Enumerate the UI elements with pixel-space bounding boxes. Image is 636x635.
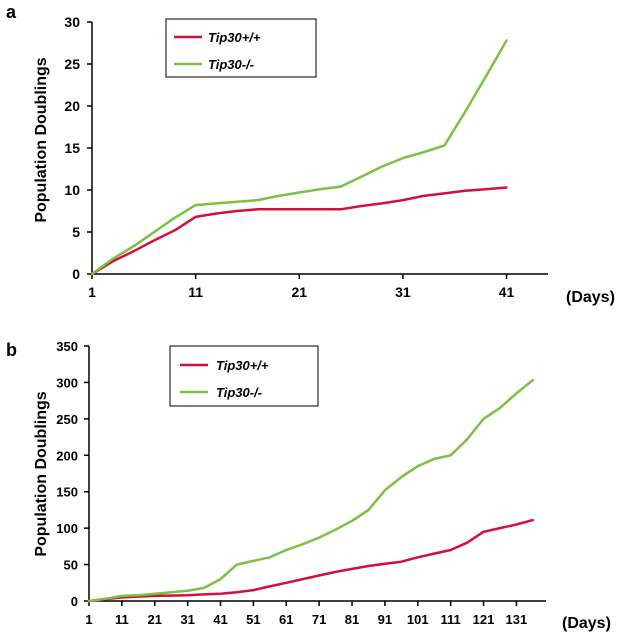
- x-tick-label: 101: [407, 612, 429, 627]
- x-tick-label: 1: [85, 612, 92, 627]
- legend-a: Tip30+/+ Tip30-/-: [165, 18, 317, 78]
- x-tick-label: 21: [148, 612, 162, 627]
- x-ticks-b: 1 11 21 31 41 51 61 71 81 91 101 111 121 131: [85, 601, 527, 627]
- x-tick-label: 1: [88, 284, 96, 300]
- y-tick-label: 30: [64, 14, 80, 30]
- x-ticks-a: 1 11 21 31 41: [88, 274, 515, 300]
- x-tick-label: 41: [499, 284, 515, 300]
- legend-label-knockout-a: Tip30-/-: [208, 57, 254, 72]
- y-tick-label: 0: [72, 266, 80, 282]
- y-tick-label: 150: [56, 485, 78, 500]
- panel-letter-a: a: [6, 2, 17, 22]
- x-tick-label: 31: [395, 284, 411, 300]
- y-tick-label: 350: [56, 339, 78, 354]
- y-ticks-a: 0 5 10 15 20 25 30: [64, 14, 92, 282]
- series-group-b: [87, 378, 535, 603]
- x-tick-label: 91: [378, 612, 392, 627]
- y-tick-label: 10: [64, 182, 80, 198]
- y-tick-label: 200: [56, 448, 78, 463]
- x-tick-label: 11: [188, 284, 203, 300]
- y-tick-label: 300: [56, 375, 78, 390]
- legend-box-b: [169, 345, 319, 407]
- legend-label-wild-type-a: Tip30+/+: [208, 30, 261, 45]
- x-tick-label: 51: [246, 612, 260, 627]
- x-tick-label: 41: [213, 612, 227, 627]
- y-tick-label: 250: [56, 412, 78, 427]
- y-ticks-b: 0 50 100 150 200 250 300 350: [56, 339, 89, 609]
- x-tick-label: 81: [345, 612, 359, 627]
- series-line-knockout-a: [90, 39, 508, 276]
- y-tick-label: 5: [72, 224, 80, 240]
- series-group-a: [90, 39, 508, 276]
- y-tick-label: 15: [64, 140, 80, 156]
- y-axis-label-a: Population Doublings: [33, 57, 50, 222]
- y-axis-label-b: Population Doublings: [33, 391, 50, 556]
- legend-label-wild-type-b: Tip30+/+: [216, 358, 269, 373]
- legend-box-a: [165, 18, 317, 78]
- x-tick-label: 121: [473, 612, 495, 627]
- panel-letter-b: b: [6, 340, 17, 360]
- series-line-knockout-b: [87, 378, 535, 603]
- y-tick-label: 0: [71, 594, 78, 609]
- y-tick-label: 100: [56, 521, 78, 536]
- y-tick-label: 25: [64, 56, 80, 72]
- y-tick-label: 20: [64, 98, 80, 114]
- panel-b: b Population Doublings 0 50 100 150 200 250 30…: [6, 339, 611, 632]
- x-tick-label: 61: [279, 612, 293, 627]
- x-tick-label: 131: [506, 612, 528, 627]
- x-axis-label-a: (Days): [566, 289, 615, 306]
- x-axis-label-b: (Days): [562, 615, 611, 632]
- series-line-wild-type-a: [90, 186, 508, 276]
- x-tick-label: 31: [180, 612, 194, 627]
- x-tick-label: 11: [115, 612, 129, 627]
- series-line-wild-type-b: [87, 518, 535, 603]
- x-tick-label: 111: [441, 612, 461, 627]
- x-tick-label: 21: [291, 284, 307, 300]
- y-tick-label: 50: [64, 558, 78, 573]
- x-tick-label: 71: [312, 612, 326, 627]
- legend-label-knockout-b: Tip30-/-: [216, 385, 262, 400]
- legend-b: Tip30+/+ Tip30-/-: [169, 345, 319, 407]
